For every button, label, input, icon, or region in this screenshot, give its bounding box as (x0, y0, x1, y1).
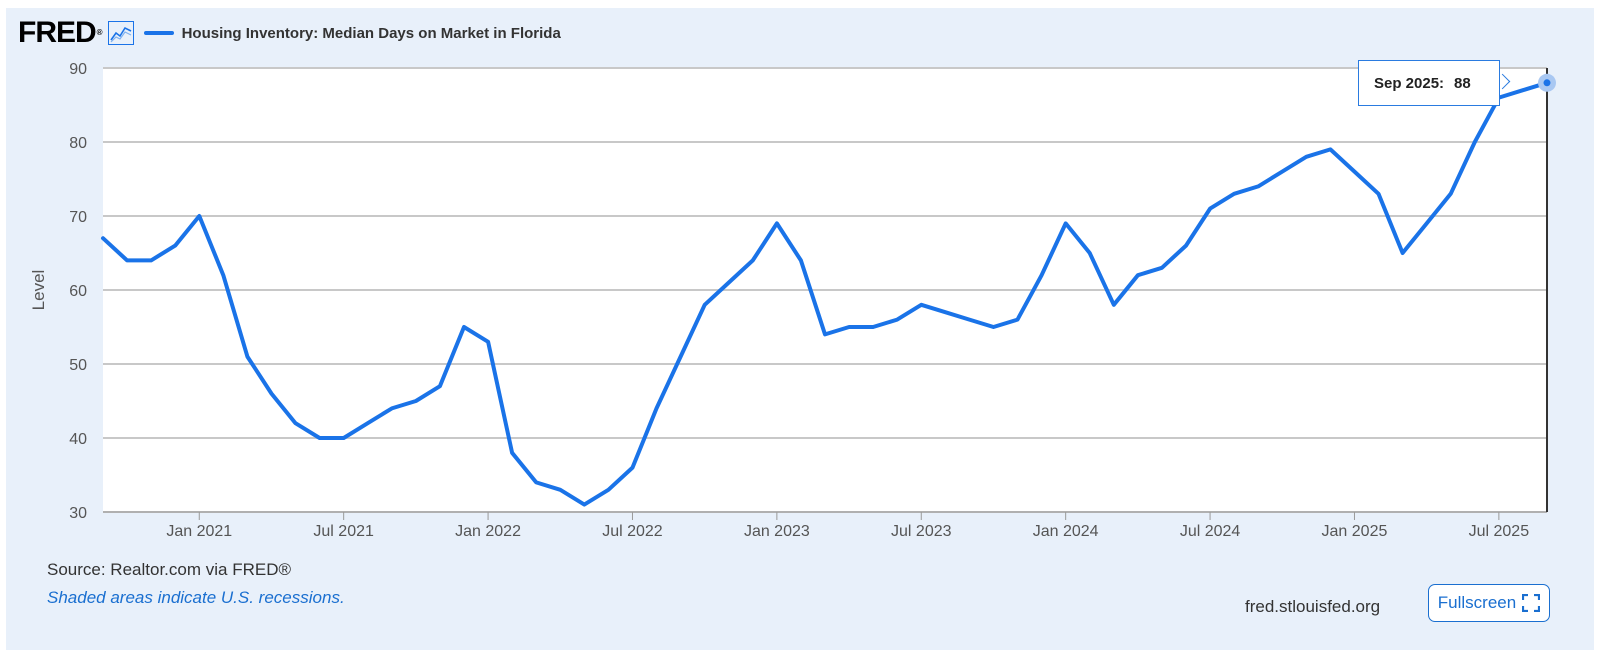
legend-swatch (143, 31, 174, 35)
x-tick-label: Jan 2025 (1322, 523, 1388, 540)
y-tick-label: 60 (69, 283, 87, 300)
x-tick-label: Jan 2023 (744, 523, 810, 540)
recession-note-link[interactable]: Shaded areas indicate U.S. recessions. (47, 588, 345, 607)
y-tick-label: 70 (69, 209, 87, 226)
fullscreen-button[interactable]: Fullscreen (1428, 584, 1550, 622)
y-axis-label: Level (29, 270, 48, 311)
x-tick-label: Jul 2024 (1180, 523, 1241, 540)
x-tick-label: Jan 2024 (1033, 523, 1099, 540)
y-tick-label: 30 (69, 505, 87, 522)
fred-logo[interactable]: FRED® (18, 16, 103, 49)
site-url: fred.stlouisfed.org (1245, 597, 1381, 616)
x-tick-label: Jul 2021 (313, 523, 374, 540)
expand-icon (1522, 594, 1541, 612)
y-tick-label: 40 (69, 431, 87, 448)
tooltip-date: Sep 2025: (1374, 74, 1445, 92)
x-tick-label: Jan 2021 (166, 523, 232, 540)
hover-point[interactable] (1543, 79, 1551, 87)
y-tick-label: 80 (69, 135, 87, 152)
series-line[interactable] (101, 80, 1549, 507)
chart-header: FRED® Housing Inventory: Median Days on … (18, 18, 561, 48)
line-graph-icon[interactable] (107, 21, 134, 45)
x-tick-label: Jul 2022 (602, 523, 663, 540)
data-tooltip: Sep 2025: 88 (1358, 60, 1500, 106)
x-tick-label: Jul 2023 (891, 523, 952, 540)
x-tick-label: Jan 2022 (455, 523, 521, 540)
logo-text: FRED (18, 16, 97, 49)
tooltip-value: 88 (1454, 74, 1471, 92)
logo-registered-mark: ® (96, 28, 103, 37)
legend-series-title[interactable]: Housing Inventory: Median Days on Market… (181, 24, 561, 42)
fullscreen-label: Fullscreen (1437, 593, 1517, 612)
y-tick-label: 90 (69, 61, 87, 78)
x-tick-label: Jul 2025 (1469, 523, 1530, 540)
y-tick-label: 50 (69, 357, 87, 374)
source-note: Source: Realtor.com via FRED® (47, 560, 291, 579)
